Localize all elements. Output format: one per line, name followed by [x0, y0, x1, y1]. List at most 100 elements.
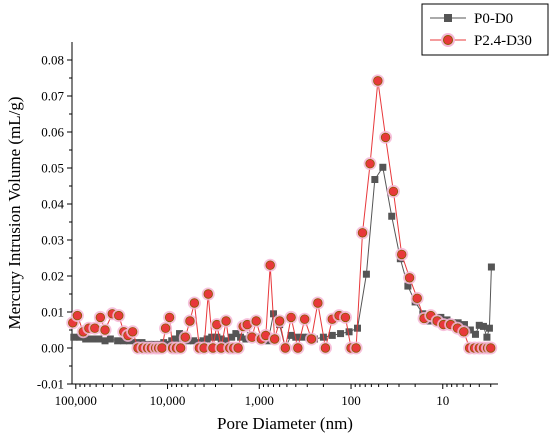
- data-point-p2-4-d30: [189, 298, 200, 308]
- data-point-p0-d0: [120, 337, 128, 345]
- data-point-p0-d0: [287, 331, 295, 339]
- data-point-p0-d0: [485, 324, 493, 332]
- data-point-p2-4-d30: [265, 260, 275, 270]
- data-point-p2-4-d30: [180, 332, 191, 342]
- data-point-p2-4-d30: [459, 327, 469, 337]
- data-point-p0-d0: [371, 176, 379, 184]
- data-point-p2-4-d30: [373, 76, 383, 86]
- y-tick-label: 0.02: [41, 269, 64, 284]
- data-point-p0-d0: [203, 335, 211, 343]
- data-point-p0-d0: [222, 337, 230, 345]
- data-point-p2-4-d30: [157, 343, 167, 353]
- data-point-p2-4-d30: [365, 158, 375, 169]
- data-point-p0-d0: [379, 163, 387, 171]
- data-point-p0-d0: [199, 337, 207, 345]
- data-point-p0-d0: [328, 331, 336, 339]
- data-point-p0-d0: [479, 322, 487, 330]
- data-point-p2-4-d30: [221, 316, 231, 326]
- data-point-p0-d0: [362, 270, 370, 278]
- data-point-p2-4-d30: [185, 316, 195, 326]
- data-point-p0-d0: [298, 333, 306, 341]
- data-point-p2-4-d30: [160, 323, 171, 333]
- data-point-p2-4-d30: [233, 343, 243, 353]
- legend-marker-p2-4-d30: [443, 35, 453, 45]
- data-point-p2-4-d30: [357, 228, 368, 238]
- data-point-p2-4-d30: [299, 314, 310, 324]
- data-point-p2-4-d30: [95, 312, 106, 323]
- data-point-p2-4-d30: [486, 343, 496, 353]
- data-point-p2-4-d30: [269, 334, 280, 344]
- series-line-p2-4-d30: [72, 80, 491, 349]
- data-point-p0-d0: [101, 337, 109, 345]
- data-point-p0-d0: [176, 330, 184, 338]
- data-point-p2-4-d30: [100, 325, 110, 335]
- data-point-p2-4-d30: [340, 312, 351, 323]
- data-point-p0-d0: [171, 335, 179, 343]
- data-point-p0-d0: [466, 326, 474, 334]
- y-tick-label: 0.01: [41, 305, 64, 320]
- y-tick-label: 0.06: [41, 125, 64, 140]
- data-point-p2-4-d30: [127, 327, 138, 337]
- data-point-p2-4-d30: [280, 343, 291, 353]
- data-point-p0-d0: [228, 333, 236, 341]
- legend-label-p0-d0: P0-D0: [474, 11, 513, 27]
- data-point-p2-4-d30: [293, 343, 303, 353]
- data-point-p2-4-d30: [320, 343, 331, 353]
- legend-box: [421, 3, 549, 56]
- data-point-p0-d0: [114, 337, 122, 345]
- data-point-p2-4-d30: [306, 334, 317, 344]
- legend-marker-p0-d0: [444, 14, 452, 22]
- y-tick-label: 0.05: [41, 161, 64, 176]
- data-point-p2-4-d30: [274, 316, 285, 326]
- x-tick-label: 100: [341, 393, 361, 408]
- y-ticks: -0.01 0.00 0.01 0.02 0.03 0.04 0.05 0.06 0.07 0.0…: [37, 53, 72, 392]
- data-point-p2-4-d30: [313, 298, 323, 308]
- data-point-p0-d0: [487, 263, 495, 271]
- legend-label-p2-4-d30: P2.4-D30: [474, 33, 532, 49]
- y-tick-label: 0.03: [41, 233, 64, 248]
- data-point-p2-4-d30: [251, 316, 261, 326]
- x-tick-label: 10,000: [150, 393, 186, 408]
- data-point-p0-d0: [388, 212, 396, 220]
- y-tick-label: 0.04: [41, 197, 64, 212]
- x-tick-label: 1,000: [245, 393, 274, 408]
- data-point-p0-d0: [404, 282, 412, 290]
- y-tick-label: 0.08: [41, 53, 64, 68]
- data-point-p0-d0: [475, 321, 483, 329]
- data-point-p0-d0: [82, 335, 90, 343]
- y-tick-label: 0.07: [41, 89, 64, 104]
- x-axis-title: Pore Diameter (nm): [217, 414, 353, 433]
- data-point-p0-d0: [217, 335, 225, 343]
- data-point-p0-d0: [460, 321, 468, 329]
- legend: P0-D0 P2.4-D30: [421, 3, 549, 56]
- data-point-p2-4-d30: [203, 289, 213, 299]
- data-point-p0-d0: [483, 333, 491, 341]
- data-point-p2-4-d30: [412, 293, 422, 304]
- data-point-p0-d0: [337, 330, 345, 338]
- data-point-p0-d0: [95, 335, 103, 343]
- data-point-p2-4-d30: [175, 343, 186, 353]
- y-axis-title: Mercury Intrusion Volume (mL/g): [5, 96, 24, 329]
- x-ticks: 100,000 10,000 1,000 100 10: [55, 384, 492, 408]
- data-point-p0-d0: [106, 335, 114, 343]
- data-point-p0-d0: [190, 337, 198, 345]
- data-point-p0-d0: [232, 330, 240, 338]
- data-point-p0-d0: [88, 335, 96, 343]
- data-point-p2-4-d30: [114, 310, 124, 321]
- data-point-p0-d0: [70, 333, 78, 341]
- data-point-p2-4-d30: [286, 312, 296, 323]
- data-point-p2-4-d30: [404, 273, 415, 283]
- y-tick-label: -0.01: [37, 377, 64, 392]
- data-point-p2-4-d30: [351, 343, 361, 353]
- data-point-p2-4-d30: [388, 186, 399, 197]
- data-point-p2-4-d30: [72, 310, 83, 321]
- y-tick-label: 0.00: [41, 341, 64, 356]
- x-tick-label: 10: [436, 393, 449, 408]
- data-point-p0-d0: [213, 333, 221, 341]
- data-point-p0-d0: [471, 330, 479, 338]
- data-point-p2-4-d30: [90, 323, 100, 333]
- data-point-p2-4-d30: [397, 249, 407, 260]
- data-point-p2-4-d30: [380, 132, 391, 143]
- x-tick-label: 100,000: [55, 393, 97, 408]
